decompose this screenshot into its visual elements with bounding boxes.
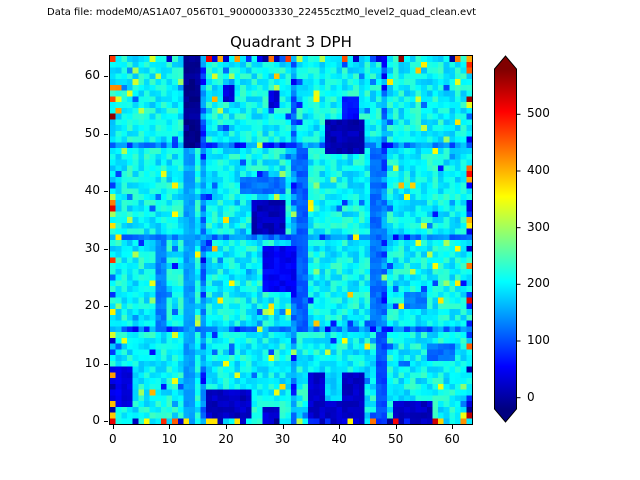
colorbar-tick-label: 300	[527, 219, 550, 234]
y-tick-label: 10	[84, 355, 100, 370]
x-tick-label: 50	[387, 432, 404, 446]
y-tick-mark	[104, 191, 108, 193]
x-tick-mark	[282, 425, 284, 429]
y-tick-label: 40	[84, 183, 100, 198]
y-tick-label: 20	[84, 298, 100, 313]
x-tick-label: 20	[218, 432, 234, 446]
y-tick-label: 60	[84, 68, 100, 83]
heatmap-canvas	[110, 56, 472, 424]
x-tick-label: 30	[274, 432, 291, 446]
colorbar-tick-label: 500	[527, 106, 550, 121]
x-tick-mark	[339, 425, 341, 429]
x-tick-label: 0	[108, 432, 117, 446]
y-tick-mark	[104, 363, 108, 365]
y-tick-label: 50	[84, 125, 100, 140]
y-tick-mark	[104, 421, 108, 423]
x-tick-label: 10	[161, 432, 178, 446]
y-tick-mark	[104, 248, 108, 250]
colorbar-tick-label: 400	[527, 163, 550, 177]
x-tick-mark	[452, 425, 454, 429]
colorbar-tick-label: 200	[527, 276, 550, 291]
colorbar-tick-label: 0	[527, 389, 535, 404]
x-tick-label: 40	[331, 432, 347, 446]
chart-title: Quadrant 3 DPH	[230, 33, 352, 51]
x-tick-mark	[226, 425, 227, 429]
colorbar	[494, 55, 521, 423]
heatmap-plot-area	[109, 55, 473, 425]
data-file-annotation: Data file: modeM0/AS1A07_056T01_90000033…	[47, 7, 477, 18]
x-tick-label: 60	[444, 432, 460, 446]
y-tick-mark	[104, 306, 108, 308]
y-tick-label: 30	[84, 240, 100, 255]
colorbar-tick-label: 100	[527, 333, 550, 347]
x-tick-mark	[169, 425, 171, 429]
y-tick-mark	[104, 76, 108, 78]
x-tick-mark	[395, 425, 397, 429]
y-tick-label: 0	[92, 413, 100, 428]
x-tick-mark	[112, 425, 114, 429]
y-tick-mark	[104, 133, 108, 135]
